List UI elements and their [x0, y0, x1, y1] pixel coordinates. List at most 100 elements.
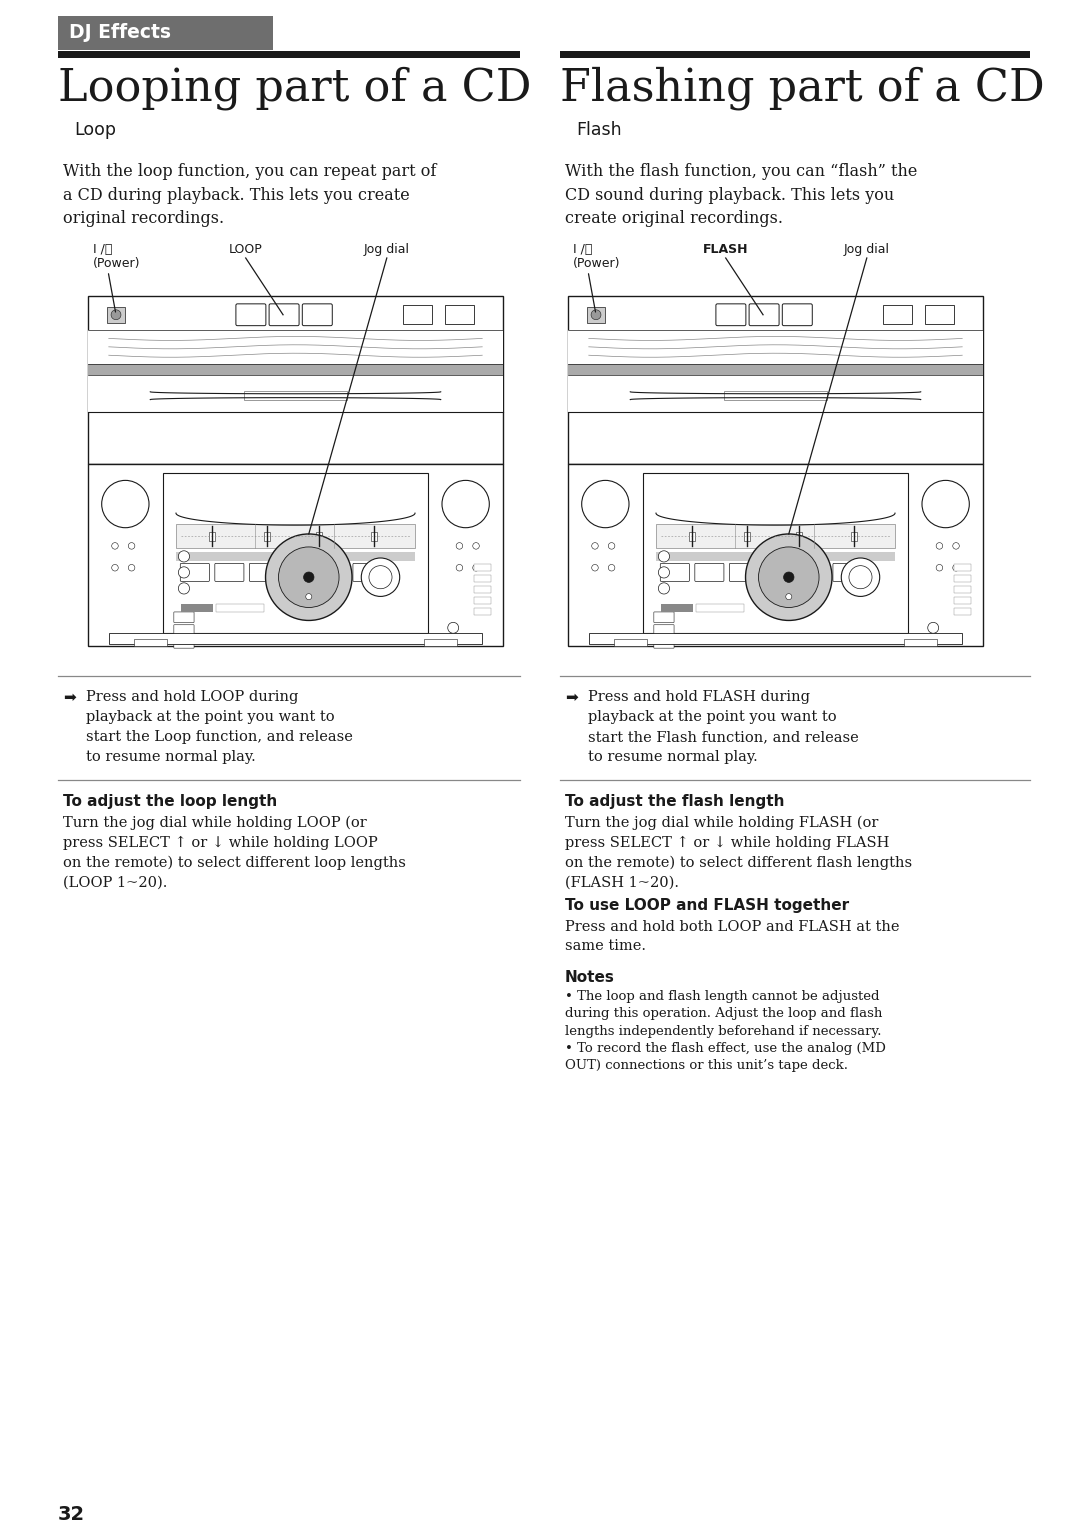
Bar — [954, 607, 971, 615]
Bar — [568, 376, 983, 412]
Circle shape — [841, 558, 880, 596]
Circle shape — [928, 622, 939, 633]
Bar — [689, 532, 694, 541]
Bar — [58, 51, 519, 58]
FancyBboxPatch shape — [716, 304, 746, 325]
Text: ➡: ➡ — [63, 690, 76, 705]
Circle shape — [178, 550, 190, 563]
Bar — [208, 532, 215, 541]
Circle shape — [608, 543, 615, 549]
Circle shape — [473, 564, 480, 570]
Bar — [904, 639, 937, 645]
Bar — [474, 607, 490, 615]
Circle shape — [178, 567, 190, 578]
Circle shape — [922, 480, 970, 527]
Bar — [244, 391, 348, 400]
FancyBboxPatch shape — [174, 625, 194, 635]
Text: I /⏽: I /⏽ — [93, 244, 112, 256]
Bar — [176, 524, 415, 549]
Circle shape — [936, 564, 943, 570]
Text: (Power): (Power) — [93, 258, 140, 270]
Circle shape — [473, 543, 480, 549]
Circle shape — [362, 558, 400, 596]
Bar — [87, 330, 503, 363]
Text: To adjust the loop length: To adjust the loop length — [63, 794, 278, 809]
Circle shape — [659, 583, 670, 593]
Bar — [58, 15, 273, 51]
Circle shape — [129, 543, 135, 549]
Bar — [109, 633, 483, 644]
Bar — [954, 586, 971, 593]
Text: Loop: Loop — [75, 121, 116, 140]
FancyBboxPatch shape — [180, 564, 210, 581]
Text: Jog dial: Jog dial — [364, 244, 409, 256]
Circle shape — [608, 564, 615, 570]
Circle shape — [786, 593, 792, 599]
FancyBboxPatch shape — [174, 612, 194, 622]
Circle shape — [456, 543, 462, 549]
FancyBboxPatch shape — [353, 564, 382, 581]
Bar — [697, 604, 744, 613]
Text: DJ Effects: DJ Effects — [69, 23, 171, 43]
FancyBboxPatch shape — [833, 564, 862, 581]
Text: With the loop function, you can repeat part of
a CD during playback. This lets y: With the loop function, you can repeat p… — [63, 162, 436, 227]
Bar — [134, 639, 166, 645]
Circle shape — [953, 543, 959, 549]
Text: Flash: Flash — [576, 121, 622, 140]
Circle shape — [582, 480, 629, 527]
FancyBboxPatch shape — [782, 304, 812, 325]
Bar — [87, 376, 503, 412]
Text: To adjust the flash length: To adjust the flash length — [565, 794, 784, 809]
Bar — [661, 604, 693, 613]
Circle shape — [592, 543, 598, 549]
Bar — [445, 305, 474, 323]
Circle shape — [111, 543, 118, 549]
Circle shape — [659, 550, 670, 563]
Bar — [87, 363, 503, 376]
Circle shape — [111, 564, 118, 570]
Bar — [474, 586, 490, 593]
Bar — [589, 633, 962, 644]
Circle shape — [936, 543, 943, 549]
Text: (Power): (Power) — [573, 258, 621, 270]
Text: Flashing part of a CD: Flashing part of a CD — [561, 66, 1044, 110]
Text: ➡: ➡ — [565, 690, 578, 705]
Bar — [216, 604, 265, 613]
Text: LOOP: LOOP — [229, 244, 262, 256]
Bar — [474, 575, 490, 583]
FancyBboxPatch shape — [729, 564, 758, 581]
FancyBboxPatch shape — [764, 564, 793, 581]
Bar — [316, 532, 323, 541]
Bar — [474, 596, 490, 604]
Bar — [87, 464, 503, 645]
Bar — [851, 532, 858, 541]
Text: To use LOOP and FLASH together: To use LOOP and FLASH together — [565, 898, 849, 914]
Bar — [181, 604, 213, 613]
Bar — [954, 575, 971, 583]
Circle shape — [953, 564, 959, 570]
Circle shape — [102, 480, 149, 527]
Circle shape — [784, 572, 794, 583]
Text: • The loop and flash length cannot be adjusted
during this operation. Adjust the: • The loop and flash length cannot be ad… — [565, 990, 882, 1038]
Bar — [474, 564, 490, 572]
Text: With the flash function, you can “flash” the
CD sound during playback. This lets: With the flash function, you can “flash”… — [565, 162, 917, 227]
FancyBboxPatch shape — [235, 304, 266, 325]
Text: FLASH: FLASH — [703, 244, 748, 256]
Circle shape — [266, 533, 352, 621]
FancyBboxPatch shape — [750, 304, 779, 325]
FancyBboxPatch shape — [284, 564, 313, 581]
FancyBboxPatch shape — [653, 638, 674, 648]
Circle shape — [758, 547, 819, 607]
Bar — [586, 307, 606, 323]
Text: 32: 32 — [58, 1505, 85, 1524]
Text: Turn the jog dial while holding FLASH (or
press SELECT ↑ or ↓ while holding FLAS: Turn the jog dial while holding FLASH (o… — [565, 816, 913, 889]
Bar — [372, 532, 377, 541]
FancyBboxPatch shape — [653, 612, 674, 622]
Circle shape — [659, 567, 670, 578]
Bar — [568, 363, 983, 376]
Bar — [643, 474, 908, 633]
FancyBboxPatch shape — [798, 564, 827, 581]
Text: I /⏽: I /⏽ — [573, 244, 592, 256]
Bar — [656, 524, 895, 549]
Bar — [568, 464, 983, 645]
